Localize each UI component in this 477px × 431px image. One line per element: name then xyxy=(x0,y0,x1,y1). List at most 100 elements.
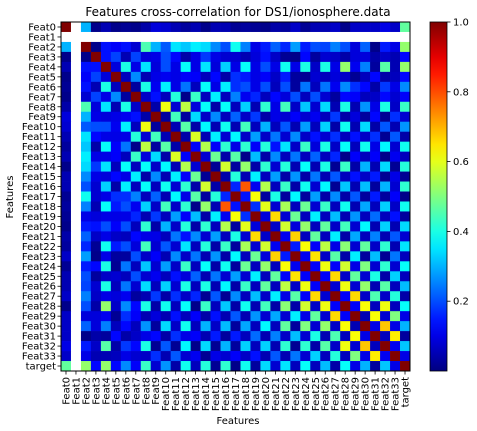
heatmap-cell xyxy=(61,321,72,332)
heatmap-cell xyxy=(320,331,331,342)
y-tick-label: Feat9 xyxy=(28,112,56,123)
heatmap-cell xyxy=(360,341,371,352)
heatmap-cell xyxy=(320,361,331,372)
heatmap-cell xyxy=(400,331,411,342)
heatmap-cell xyxy=(260,261,271,272)
heatmap-cell xyxy=(210,181,221,192)
heatmap-cell xyxy=(190,331,201,342)
heatmap-cell xyxy=(80,301,92,312)
heatmap-cell xyxy=(360,141,371,152)
heatmap-cell xyxy=(380,22,391,33)
heatmap-cell xyxy=(61,191,72,202)
heatmap-cell xyxy=(290,211,301,222)
heatmap-cell xyxy=(300,51,311,63)
heatmap-cell xyxy=(340,231,351,242)
heatmap-cell xyxy=(370,31,381,43)
heatmap-cell xyxy=(220,251,231,262)
heatmap-cell xyxy=(170,271,182,282)
heatmap-cell xyxy=(260,331,271,342)
heatmap-cell xyxy=(310,251,321,262)
heatmap-cell xyxy=(210,241,221,252)
heatmap-cell xyxy=(340,241,351,252)
y-axis-ticks: Feat0Feat1Feat2Feat3Feat4Feat5Feat6Feat7… xyxy=(22,22,61,373)
y-tick-label: Feat11 xyxy=(22,132,56,143)
heatmap-cell xyxy=(290,91,301,103)
heatmap-cell xyxy=(180,22,191,33)
heatmap-cell xyxy=(300,241,311,252)
heatmap-cell xyxy=(80,271,92,282)
heatmap-cell xyxy=(90,251,102,262)
heatmap-cell xyxy=(170,281,182,292)
y-tick-label: Feat33 xyxy=(22,352,56,363)
heatmap-cell xyxy=(200,141,211,152)
heatmap-cell xyxy=(370,271,381,282)
heatmap-cell xyxy=(340,351,351,362)
heatmap-cell xyxy=(220,201,231,212)
heatmap-cell xyxy=(200,201,211,212)
heatmap-cell xyxy=(190,351,201,362)
heatmap-cell xyxy=(110,71,122,83)
heatmap-cell xyxy=(380,221,391,232)
heatmap-cell xyxy=(250,141,261,152)
heatmap-cell xyxy=(400,51,411,63)
heatmap-cell xyxy=(180,261,191,272)
heatmap-cell xyxy=(130,271,142,282)
heatmap-cell xyxy=(330,151,341,162)
heatmap-cell xyxy=(260,111,271,123)
heatmap-cell xyxy=(240,271,251,282)
heatmap-cell xyxy=(260,121,271,133)
heatmap-cell xyxy=(170,41,182,53)
heatmap-cell xyxy=(390,211,401,222)
heatmap-cell xyxy=(120,22,132,33)
x-tick-label: Feat8 xyxy=(141,377,152,405)
heatmap-cell xyxy=(290,191,301,202)
heatmap-cell xyxy=(320,211,331,222)
heatmap-cell xyxy=(190,301,201,312)
heatmap-cell xyxy=(210,281,221,292)
heatmap-cell xyxy=(230,151,241,162)
heatmap-cell xyxy=(160,271,172,282)
heatmap-cell xyxy=(370,251,381,262)
heatmap-cell xyxy=(260,361,271,372)
heatmap-cell xyxy=(390,231,401,242)
heatmap-cell xyxy=(140,361,152,372)
heatmap-cell xyxy=(300,361,311,372)
heatmap-cell xyxy=(210,22,221,33)
heatmap-cell xyxy=(160,91,172,103)
heatmap-cell xyxy=(340,321,351,332)
heatmap-cell xyxy=(180,141,191,152)
heatmap-cell xyxy=(130,341,142,352)
heatmap-cell xyxy=(150,291,162,302)
heatmap-cell xyxy=(330,241,341,252)
x-tick-label: Feat6 xyxy=(121,377,132,405)
heatmap-cell xyxy=(250,201,261,212)
heatmap-cell xyxy=(130,221,142,232)
heatmap-cell xyxy=(250,71,261,83)
heatmap-cell xyxy=(390,271,401,282)
heatmap-cell xyxy=(220,151,231,162)
heatmap-cell xyxy=(260,321,271,332)
heatmap-cell xyxy=(220,281,231,292)
x-tick-label: Feat26 xyxy=(321,377,332,411)
heatmap-cell xyxy=(320,311,331,322)
heatmap-cell xyxy=(100,191,112,202)
heatmap-cell xyxy=(180,211,191,222)
heatmap-cell xyxy=(210,271,221,282)
x-tick-label: Feat24 xyxy=(301,377,312,411)
heatmap-cell xyxy=(170,81,182,93)
heatmap-cell xyxy=(210,341,221,352)
heatmap-cell xyxy=(400,141,411,152)
heatmap-cell xyxy=(270,261,281,272)
heatmap-cell xyxy=(210,161,221,172)
heatmap-cell xyxy=(100,271,112,282)
heatmap-cell xyxy=(310,331,321,342)
heatmap-cell xyxy=(370,211,381,222)
heatmap-cell xyxy=(380,331,391,342)
heatmap-cell xyxy=(360,251,371,262)
y-tick-label: Feat22 xyxy=(22,242,56,253)
heatmap-cell xyxy=(190,231,201,242)
heatmap-cell xyxy=(240,31,251,43)
heatmap-cell xyxy=(70,311,82,322)
heatmap-cell xyxy=(340,22,351,33)
heatmap-cell xyxy=(160,171,172,182)
